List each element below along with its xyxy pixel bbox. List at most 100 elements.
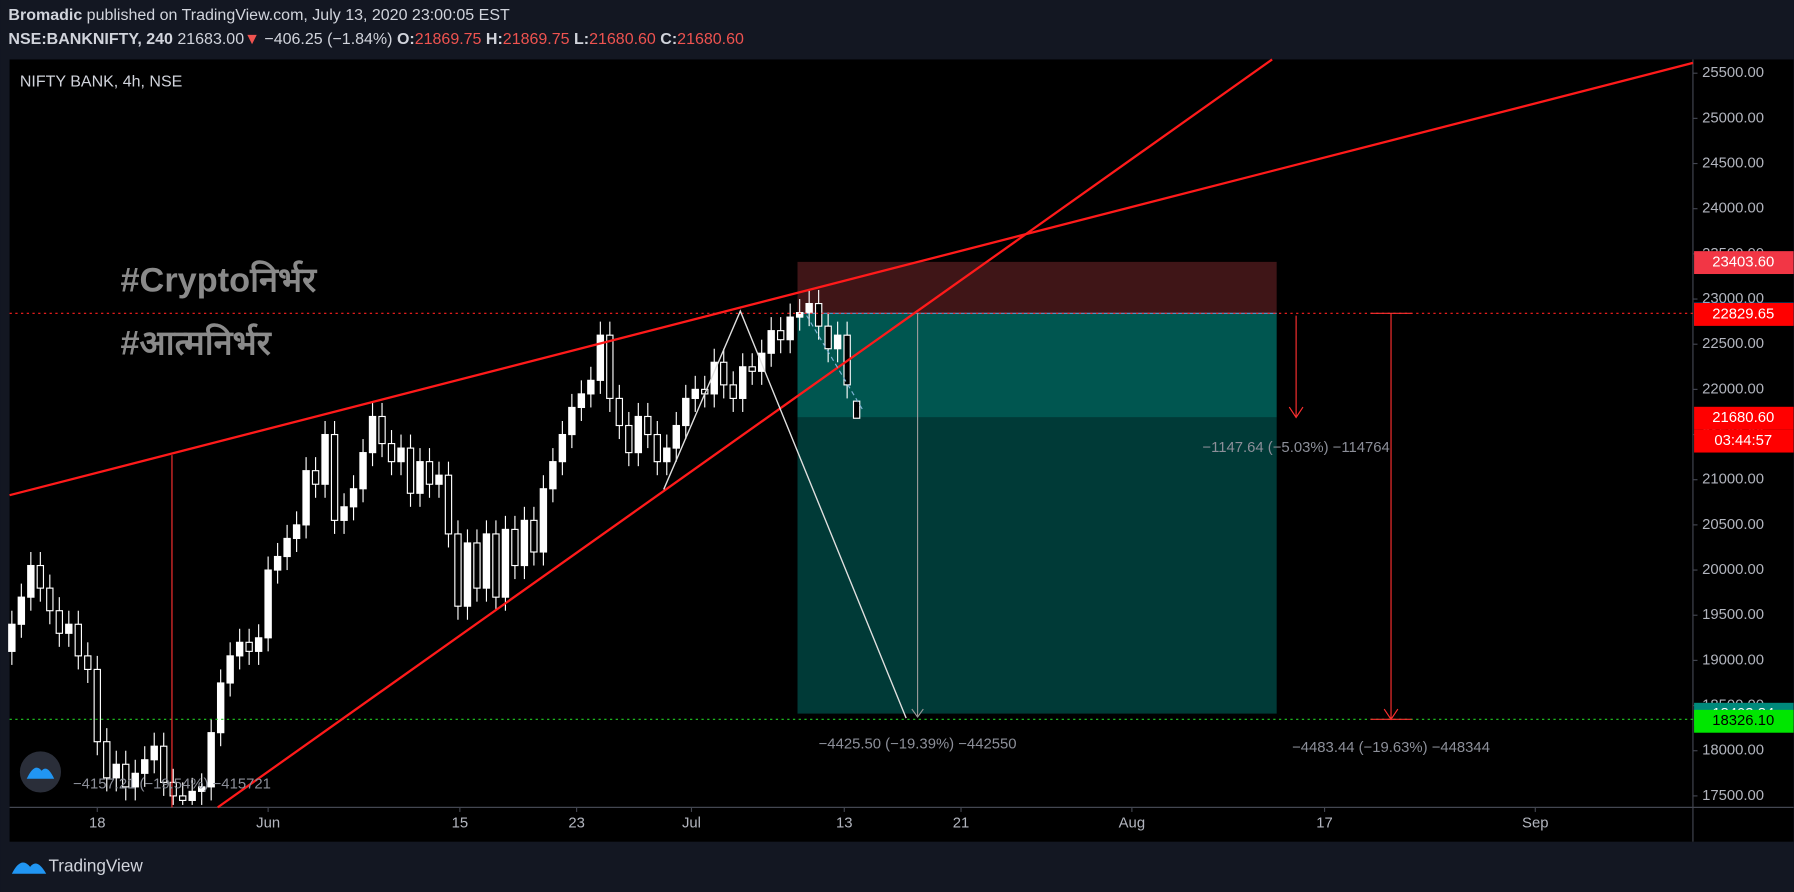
- candle-body: [169, 781, 177, 797]
- candle-body: [748, 366, 756, 372]
- candle-body: [444, 474, 453, 535]
- candle-body: [406, 447, 415, 494]
- candle-body: [340, 506, 348, 521]
- symbol: NSE:BANKNIFTY, 240: [8, 31, 173, 48]
- candle-body: [833, 334, 842, 350]
- candle-body: [739, 366, 747, 399]
- candle-body: [330, 433, 339, 521]
- y-tick-label: 20500.00: [1702, 517, 1764, 533]
- candle-body: [454, 533, 462, 607]
- y-tick-label: 19000.00: [1702, 652, 1764, 668]
- last-price: 21683.00: [177, 31, 244, 48]
- overlay-text: #Cryptoनिर्भर: [121, 260, 319, 300]
- candle-body: [17, 596, 26, 625]
- price-label-box: [1694, 406, 1794, 430]
- candle-body: [824, 325, 832, 350]
- ohlc-key: C:: [660, 31, 677, 48]
- ohlc-key: O:: [397, 31, 415, 48]
- y-tick-label: 21000.00: [1702, 472, 1764, 488]
- y-tick-label: 24000.00: [1702, 201, 1764, 217]
- candle-body: [93, 668, 101, 743]
- candle-body: [416, 461, 424, 494]
- y-tick-label: 25000.00: [1702, 110, 1764, 126]
- arrow-head: [911, 708, 924, 719]
- x-tick-label: 13: [836, 815, 853, 831]
- y-tick-label: 22000.00: [1702, 381, 1764, 397]
- candle-body: [568, 406, 576, 436]
- x-tick-label: Jun: [256, 815, 280, 831]
- price-label-box: [1694, 302, 1794, 326]
- candle-body: [65, 623, 73, 634]
- ohlc-value: 21680.60: [589, 31, 656, 48]
- candle-body: [482, 533, 491, 589]
- price-label: 18326.10: [1712, 713, 1774, 729]
- candles: [8, 290, 861, 805]
- candle-body: [8, 623, 16, 652]
- x-tick-label: 21: [953, 815, 970, 831]
- candle-body: [767, 330, 775, 354]
- candle-body: [634, 415, 643, 454]
- chart-title: NIFTY BANK, 4h, NSE: [20, 74, 182, 91]
- candle-body: [36, 564, 45, 589]
- measure-label: −4483.44 (−19.63%) −448344: [1292, 740, 1490, 756]
- ohlc-value: 21680.60: [677, 31, 744, 48]
- ohlc-value: 21869.75: [415, 31, 482, 48]
- ohlc-key: L:: [574, 31, 589, 48]
- price-label: 22829.65: [1712, 306, 1774, 322]
- y-tick-label: 22500.00: [1702, 336, 1764, 352]
- x-tick-label: Jul: [682, 815, 701, 831]
- candle-body: [321, 433, 329, 485]
- candle-body: [663, 447, 671, 463]
- candle-body: [786, 316, 794, 341]
- candle-body: [55, 610, 64, 634]
- candle-body: [606, 334, 614, 399]
- brand-logo: [11, 862, 47, 874]
- candle-body: [539, 488, 548, 553]
- candle-body: [425, 461, 434, 485]
- y-tick-label: 24500.00: [1702, 155, 1764, 171]
- logo-icon: [26, 767, 55, 779]
- target-zone-filled: [797, 313, 1277, 418]
- candle-body: [122, 763, 130, 788]
- candle-body: [368, 415, 377, 454]
- candle-body: [387, 443, 396, 463]
- trendline: [217, 58, 1273, 809]
- candle-body: [292, 524, 301, 540]
- y-tick-label: 20000.00: [1702, 562, 1764, 578]
- candle-body: [188, 790, 196, 801]
- x-tick-label: Aug: [1119, 815, 1145, 831]
- candle-body: [207, 732, 215, 788]
- candle-body: [264, 569, 272, 639]
- candle-body: [558, 433, 567, 463]
- candle-body: [577, 393, 586, 409]
- candle-body: [435, 474, 443, 485]
- candle-body: [530, 519, 538, 553]
- measure-label: −4425.50 (−19.39%) −442550: [819, 736, 1017, 752]
- candle-body: [520, 519, 529, 567]
- candle-body: [150, 745, 158, 761]
- price-label: 21680.60: [1712, 410, 1774, 426]
- candle-body: [273, 555, 282, 571]
- candle-body: [160, 745, 168, 783]
- candle-body: [691, 388, 699, 399]
- candle-body: [84, 655, 92, 671]
- candle-body: [245, 641, 253, 652]
- candle-body: [492, 533, 500, 598]
- price-label-box: [1694, 251, 1794, 275]
- candle-body: [112, 763, 120, 779]
- candle-body: [283, 537, 291, 558]
- projection-path: [663, 309, 907, 719]
- candle-body: [311, 470, 320, 485]
- y-tick-label: 25500.00: [1702, 65, 1764, 81]
- candle-body: [103, 741, 111, 779]
- candle-body: [235, 641, 244, 657]
- candle-body: [197, 786, 206, 792]
- x-tick-label: 23: [568, 815, 585, 831]
- candle-body: [359, 452, 367, 490]
- projection-dashed: [806, 315, 865, 412]
- candle-body: [795, 312, 804, 318]
- ohlc-value: 21869.75: [503, 31, 570, 48]
- price-label: 23403.60: [1712, 255, 1774, 271]
- y-tick-label: 19500.00: [1702, 607, 1764, 623]
